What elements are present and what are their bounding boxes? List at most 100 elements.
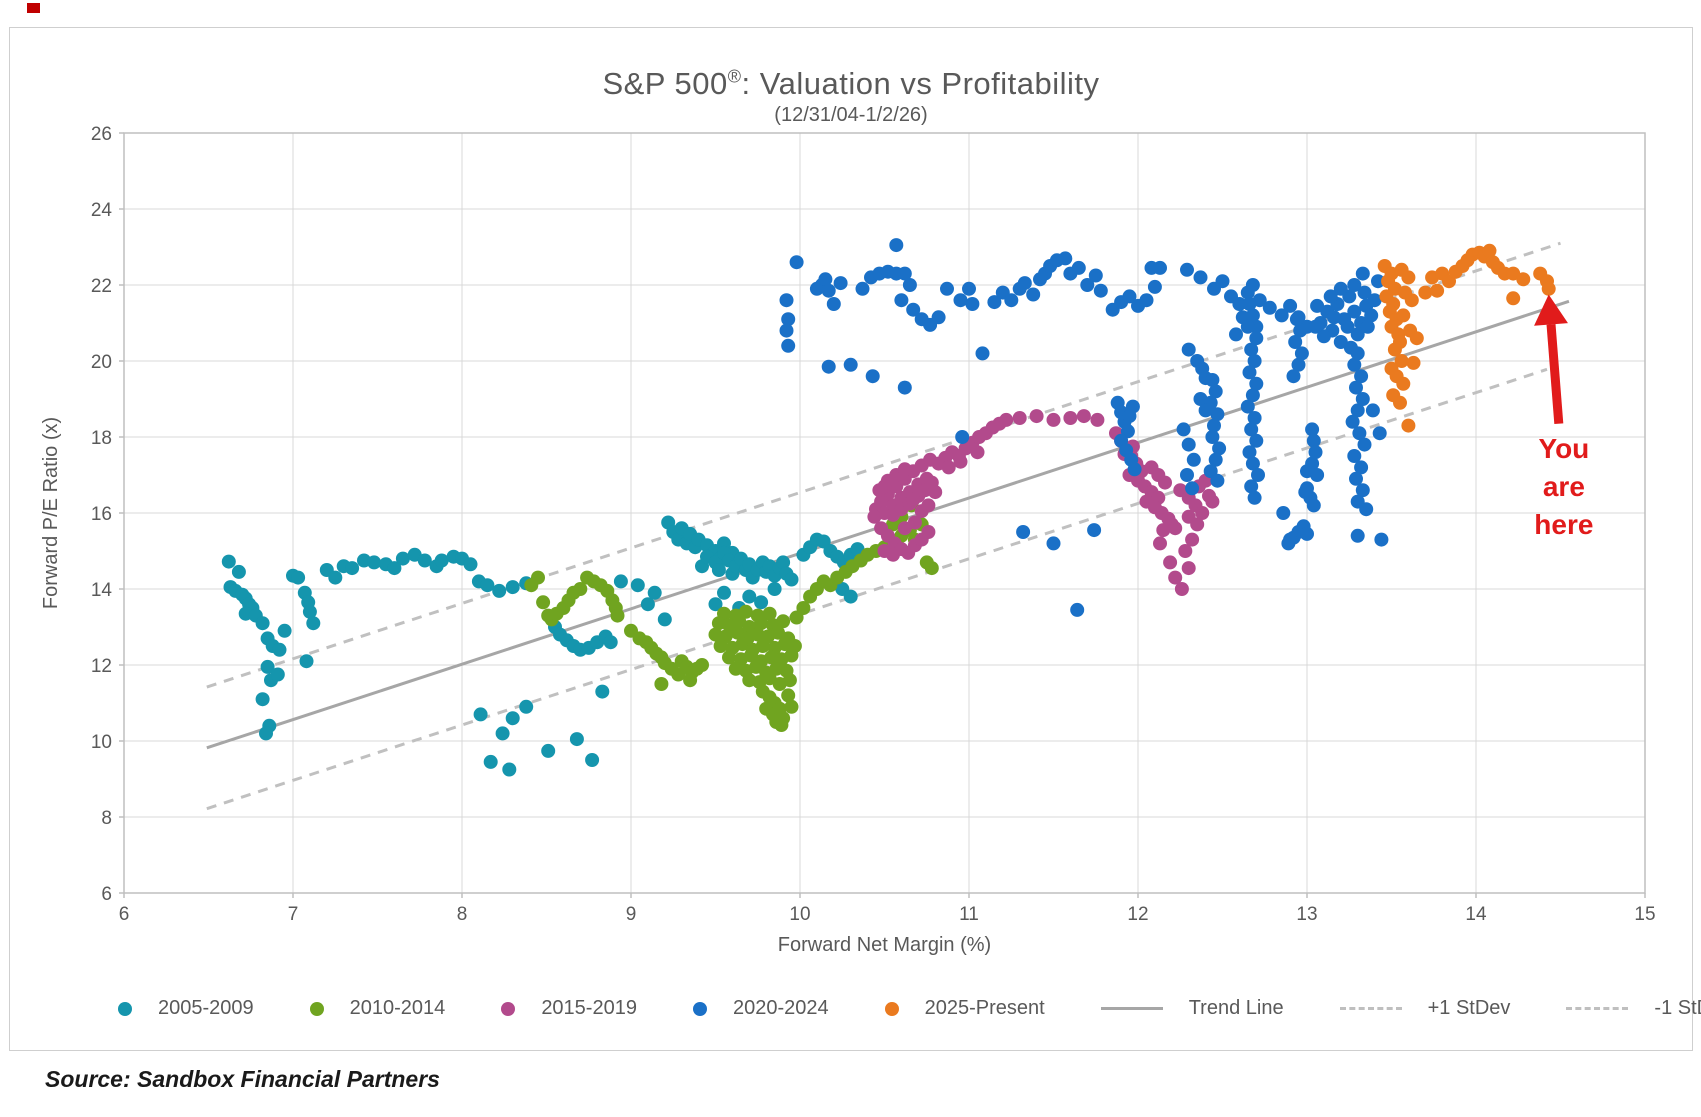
data-point	[255, 616, 270, 631]
data-point	[345, 561, 360, 576]
data-point	[1347, 304, 1362, 319]
data-point	[1396, 376, 1411, 391]
data-point	[1401, 418, 1416, 433]
data-point	[255, 692, 270, 707]
data-point	[1122, 289, 1137, 304]
data-point	[640, 597, 655, 612]
data-point	[1350, 346, 1365, 361]
data-point	[821, 359, 836, 374]
data-point	[1181, 437, 1196, 452]
data-point	[595, 684, 610, 699]
-1-stdev	[206, 367, 1548, 811]
data-point	[1245, 308, 1260, 323]
data-point	[877, 479, 892, 494]
data-point	[654, 677, 669, 691]
legend-label: -1 StDev	[1654, 997, 1701, 1019]
data-point	[1357, 437, 1372, 452]
data-point	[1349, 471, 1363, 486]
data-point	[683, 673, 698, 688]
data-point	[1418, 285, 1433, 300]
data-point	[291, 570, 306, 585]
legend-item-+1-stdev: +1 StDev	[1339, 997, 1511, 1020]
+1-stdev	[206, 241, 1561, 689]
data-point	[1232, 297, 1247, 311]
data-point	[573, 582, 588, 596]
data-point	[902, 278, 917, 292]
x-tick-label: 7	[288, 904, 299, 925]
data-point	[603, 635, 618, 650]
data-point	[867, 509, 882, 524]
data-point	[1350, 528, 1365, 543]
data-point	[1139, 293, 1154, 308]
y-tick-label: 8	[101, 808, 112, 829]
data-point	[1198, 403, 1213, 418]
data-point	[776, 614, 791, 629]
data-point	[754, 595, 769, 610]
data-point	[789, 255, 804, 270]
data-point	[613, 574, 628, 589]
data-point	[754, 616, 769, 631]
data-point	[1393, 395, 1407, 410]
y-axis-title: Forward P/E Ratio (x)	[40, 417, 62, 609]
data-point	[843, 589, 858, 604]
data-point	[1185, 481, 1200, 496]
data-point	[1406, 355, 1421, 370]
data-point	[924, 561, 939, 576]
data-point	[277, 623, 292, 638]
data-point	[711, 563, 726, 577]
data-point	[1293, 323, 1308, 338]
data-point	[1190, 517, 1205, 532]
title-rest: : Valuation vs Profitability	[741, 66, 1100, 101]
data-point	[1205, 494, 1220, 509]
data-point	[1070, 602, 1085, 617]
data-point	[1355, 392, 1370, 406]
chart-frame: S&P 500®: Valuation vs Profitability (12…	[9, 27, 1693, 1051]
series-2005-2009	[221, 515, 865, 777]
data-point	[965, 297, 980, 311]
data-point	[781, 338, 796, 353]
data-point	[953, 454, 968, 469]
data-point	[1349, 380, 1363, 395]
data-point	[1247, 490, 1262, 505]
legend-label: 2015-2019	[541, 997, 637, 1019]
data-point	[1404, 293, 1419, 308]
data-point	[270, 667, 285, 682]
data-point	[999, 412, 1014, 427]
data-point	[492, 583, 507, 598]
legend-dot-icon	[118, 1001, 132, 1016]
data-point	[1350, 327, 1365, 342]
data-point	[1125, 399, 1140, 414]
x-tick-label: 11	[959, 904, 979, 925]
data-point	[779, 323, 794, 338]
data-point	[569, 732, 584, 747]
series-2020-2024	[779, 238, 1389, 617]
data-point	[708, 597, 723, 612]
data-point	[1205, 430, 1220, 444]
data-point	[1306, 498, 1321, 513]
data-point	[657, 612, 672, 627]
annotation-arrow-shaft	[1546, 324, 1564, 425]
data-point	[1180, 262, 1194, 277]
data-point	[1229, 327, 1243, 342]
x-tick-label: 13	[1296, 904, 1317, 925]
data-point	[259, 726, 273, 741]
data-point	[395, 551, 410, 566]
data-point	[1354, 369, 1369, 384]
data-point	[1249, 376, 1264, 391]
data-point	[1365, 403, 1380, 418]
data-point	[1212, 441, 1227, 456]
data-point	[1076, 409, 1091, 424]
legend-line-icon	[1339, 1007, 1402, 1010]
data-point	[1181, 561, 1196, 576]
data-point	[1208, 384, 1223, 399]
data-point	[907, 515, 922, 530]
data-point	[1249, 433, 1264, 448]
data-point	[1087, 523, 1102, 538]
data-point	[1127, 462, 1142, 477]
data-point	[962, 281, 976, 296]
legend-dot-icon	[692, 1001, 707, 1016]
legend-item-2025-present: 2025-Present	[884, 997, 1045, 1020]
data-point	[1367, 293, 1382, 308]
data-point	[762, 606, 777, 621]
legend-label: +1 StDev	[1427, 997, 1511, 1019]
